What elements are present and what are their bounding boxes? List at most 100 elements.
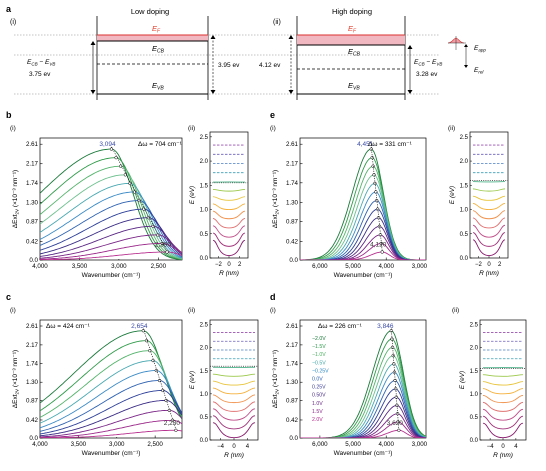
a-erel: Erel xyxy=(474,67,484,75)
a-left-ecb: ECB xyxy=(152,44,165,55)
x-tick-label: 2,500 xyxy=(147,441,163,448)
y-tick-label: 2.0 xyxy=(470,346,479,352)
energy-level-curve xyxy=(212,225,246,238)
legend-entry: −1.0V xyxy=(312,352,326,358)
y-tick-label: 1.0 xyxy=(460,208,469,214)
spectrum-curve xyxy=(40,217,182,255)
y-tick-label: 0.0 xyxy=(200,438,209,444)
legend-entry: −0.5V xyxy=(312,360,326,366)
y-tick-label: 1.30 xyxy=(286,379,299,386)
energy-level-curve xyxy=(482,415,524,430)
spectrum-curve xyxy=(300,429,426,438)
peak-marker xyxy=(174,428,178,432)
x-tick-label: 5,000 xyxy=(345,441,361,448)
energy-b-ii: (ii) 2.5 2.0 1.5 1.0 0.5 0.0 −2 0 2 R (nm) E (eV) xyxy=(188,125,249,277)
energy-level-curve xyxy=(212,387,256,395)
y-tick-label: 0.87 xyxy=(26,218,39,225)
x-tick-label: 0 xyxy=(487,262,491,268)
legend-entry: 1.0V xyxy=(312,401,323,407)
x-axis-label: R (nm) xyxy=(479,270,499,277)
panel-label-d: e xyxy=(270,110,275,120)
peak-marker xyxy=(144,339,149,343)
a-right-ef: EF xyxy=(348,24,357,35)
y-tick-label: 0.87 xyxy=(286,218,299,225)
axis-break xyxy=(407,139,415,259)
x-tick-label: 4,000 xyxy=(32,263,48,270)
energy-level-curve xyxy=(482,374,524,377)
spectrum-curve xyxy=(300,355,426,438)
energy-e-ii: (ii) 2.5 2.0 1.5 1.0 0.5 0.0 −4 0 4R (nm) E (eV) xyxy=(452,307,527,459)
y-axis-label: E (eV) xyxy=(459,371,466,389)
a-left-sub: (i) xyxy=(10,19,16,26)
spectrum-b-i: (i) 2.61 2.17 1.74 1.30 0.87 0.42 0.04,000 3,500… xyxy=(10,125,183,279)
x-tick-label: −4 xyxy=(487,444,495,450)
y-tick-label: 2.0 xyxy=(200,346,209,352)
curve-group xyxy=(40,329,182,438)
energy-level-curve xyxy=(482,388,524,395)
a-right-sub: (ii) xyxy=(273,19,281,26)
a-left-fermi-band xyxy=(97,35,208,41)
spectrum-curve xyxy=(300,200,426,260)
spectrum-curve xyxy=(300,251,426,260)
energy-level-curve xyxy=(212,188,246,192)
y-tick-label: 0.0 xyxy=(289,435,298,442)
legend-entry: 2.0V xyxy=(312,417,323,423)
spectrum-curve xyxy=(300,371,426,438)
spectrum-curve xyxy=(40,174,182,260)
curve-group xyxy=(40,147,182,260)
y-tick-label: 1.74 xyxy=(286,360,299,367)
legend-entry: 0.0V xyxy=(312,377,323,383)
y-tick-label: 2.5 xyxy=(470,323,479,329)
y-tick-label: 2.5 xyxy=(200,135,209,141)
legend-entry: −2.0V xyxy=(312,336,326,342)
spectrum-curve xyxy=(300,174,426,260)
panel-label-a: a xyxy=(6,4,12,14)
a-left-gap: 3.95 ev xyxy=(218,62,240,69)
x-tick-label: −2 xyxy=(475,262,483,268)
y-axis-label: ΔExt2V (×10⁻³ nm⁻¹) xyxy=(12,170,20,228)
x-tick-label: 2 xyxy=(498,262,502,268)
spectrum-curve xyxy=(40,157,182,260)
plot-frame xyxy=(479,319,527,441)
x-tick-label: 4,000 xyxy=(378,441,394,448)
x-tick-label: 6,000 xyxy=(312,263,328,270)
peak-bottom-label: 3,620 xyxy=(387,420,404,427)
y-axis-label: E (eV) xyxy=(449,186,456,204)
a-right-diff-value: 3.28 ev xyxy=(416,71,438,78)
y-tick-label: 0.42 xyxy=(26,417,39,424)
peak-bottom-label: 2,230 xyxy=(164,420,181,427)
y-tick-label: 1.30 xyxy=(26,199,39,206)
x-tick-label: 0 xyxy=(501,444,505,450)
x-tick-label: 0 xyxy=(227,262,231,268)
shift-annotation: Δω = 226 cm⁻¹ xyxy=(318,323,363,330)
energy-level-curve xyxy=(212,394,256,404)
y-tick-label: 0.5 xyxy=(200,415,209,421)
y-tick-label: 0.0 xyxy=(289,257,298,264)
y-tick-label: 1.0 xyxy=(470,392,479,398)
peak-marker xyxy=(151,224,155,228)
legend-entry: −1.5V xyxy=(312,344,326,350)
y-tick-label: 2.17 xyxy=(26,342,39,349)
a-right-ecb: ECB xyxy=(348,47,361,58)
y-tick-label: 0.5 xyxy=(470,415,479,421)
axis-break xyxy=(407,321,415,437)
y-tick-label: 1.30 xyxy=(286,199,299,206)
plot-frame xyxy=(209,319,259,441)
y-tick-label: 1.0 xyxy=(200,392,209,398)
spectrum-curve xyxy=(300,234,426,260)
y-tick-label: 0.42 xyxy=(286,417,299,424)
y-axis-label: E (eV) xyxy=(189,186,196,204)
a-right-evb: EVB xyxy=(348,81,360,92)
y-tick-label: 0.87 xyxy=(26,398,39,405)
peak-top-label: 3,094 xyxy=(99,141,116,148)
sub-label-ii: (ii) xyxy=(448,125,455,132)
y-tick-label: 1.74 xyxy=(26,180,39,187)
x-tick-label: 3,500 xyxy=(71,441,87,448)
peak-marker xyxy=(369,147,373,151)
y-tick-label: 1.5 xyxy=(460,183,469,189)
sub-label-ii: (ii) xyxy=(188,307,195,314)
y-tick-label: 2.61 xyxy=(286,141,299,148)
a-left-ef: EF xyxy=(152,24,161,35)
a-right-title: High doping xyxy=(332,7,372,16)
energy-level-curve xyxy=(212,401,256,412)
